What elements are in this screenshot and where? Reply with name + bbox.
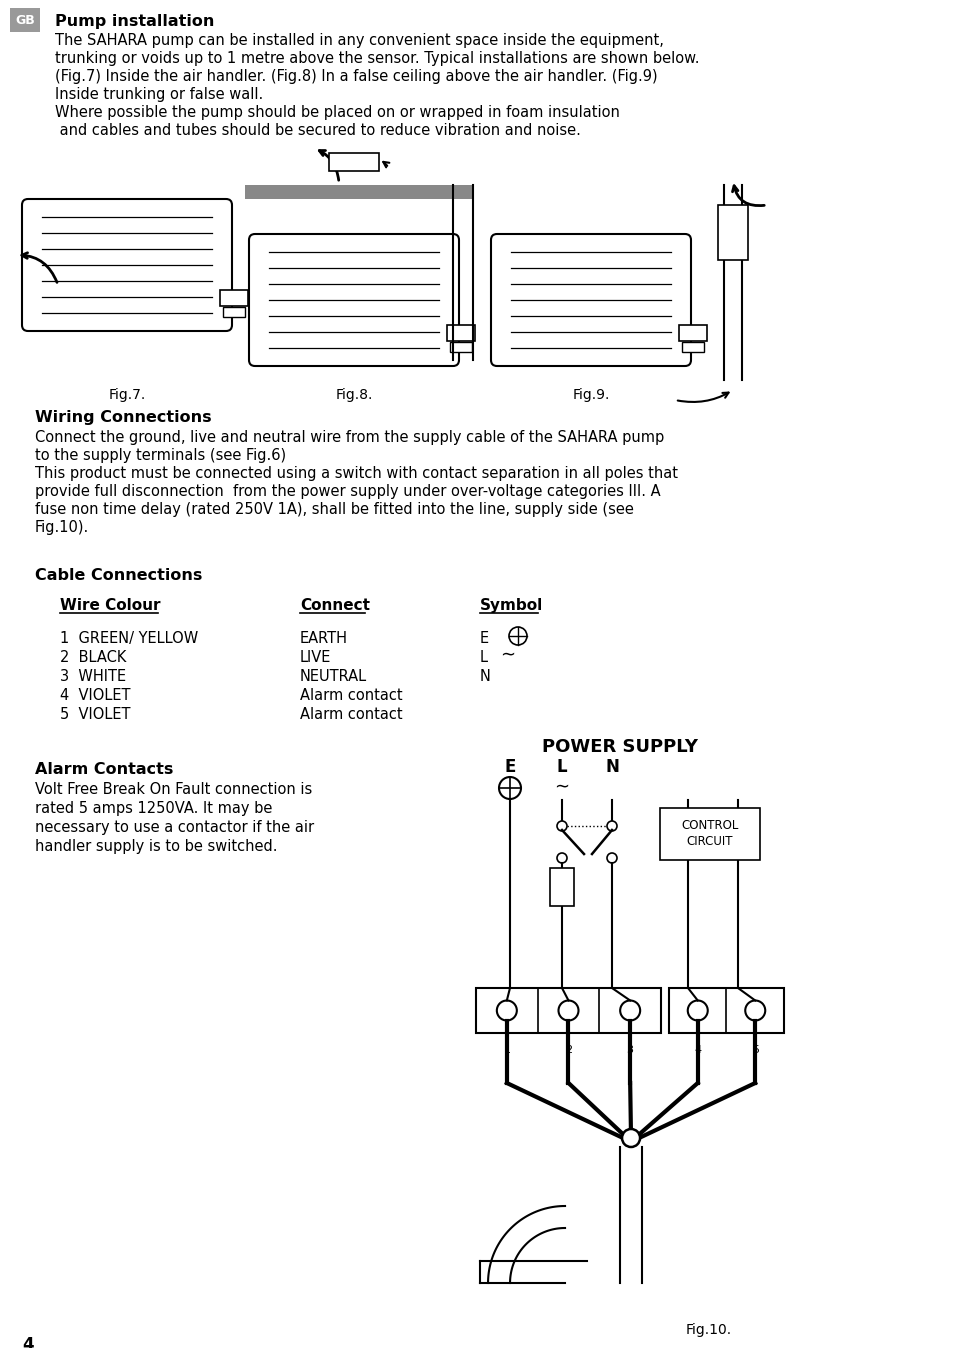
Text: Fig.10.: Fig.10. <box>685 1322 731 1337</box>
Text: Pump installation: Pump installation <box>55 13 214 30</box>
Text: Volt Free Break On Fault connection is: Volt Free Break On Fault connection is <box>35 782 312 797</box>
Text: E: E <box>504 758 516 776</box>
Text: GB: GB <box>15 13 35 27</box>
Text: 4: 4 <box>22 1336 33 1348</box>
Text: provide full disconnection  from the power supply under over-voltage categories : provide full disconnection from the powe… <box>35 484 659 499</box>
Text: EARTH: EARTH <box>299 631 348 646</box>
Text: 5: 5 <box>751 1045 758 1055</box>
Text: Alarm Contacts: Alarm Contacts <box>35 762 173 776</box>
Text: N: N <box>604 758 618 776</box>
Bar <box>329 154 378 171</box>
Text: LIVE: LIVE <box>299 650 331 665</box>
Bar <box>245 185 453 200</box>
Text: Alarm contact: Alarm contact <box>299 706 402 723</box>
Bar <box>220 290 248 306</box>
Text: to the supply terminals (see Fig.6): to the supply terminals (see Fig.6) <box>35 448 286 462</box>
Text: This product must be connected using a switch with contact separation in all pol: This product must be connected using a s… <box>35 466 678 481</box>
Bar <box>668 988 783 1033</box>
Bar <box>223 307 245 317</box>
Text: Fig.9.: Fig.9. <box>572 388 609 402</box>
Text: 3: 3 <box>626 1045 633 1055</box>
Text: rated 5 amps 1250VA. It may be: rated 5 amps 1250VA. It may be <box>35 801 273 816</box>
Bar <box>450 342 472 352</box>
Text: Fig.10).: Fig.10). <box>35 520 90 535</box>
Text: and cables and tubes should be secured to reduce vibration and noise.: and cables and tubes should be secured t… <box>55 123 580 137</box>
FancyBboxPatch shape <box>249 235 458 367</box>
Text: L: L <box>479 650 488 665</box>
Text: 4  VIOLET: 4 VIOLET <box>60 687 131 704</box>
Text: 2: 2 <box>564 1045 572 1055</box>
Text: Connect the ground, live and neutral wire from the supply cable of the SAHARA pu: Connect the ground, live and neutral wir… <box>35 430 663 445</box>
Text: handler supply is to be switched.: handler supply is to be switched. <box>35 838 277 855</box>
Text: necessary to use a contactor if the air: necessary to use a contactor if the air <box>35 820 314 834</box>
FancyBboxPatch shape <box>491 235 690 367</box>
Bar <box>681 342 703 352</box>
Text: fuse non time delay (rated 250V 1A), shall be fitted into the line, supply side : fuse non time delay (rated 250V 1A), sha… <box>35 501 633 518</box>
Bar <box>550 868 574 906</box>
Bar <box>476 988 660 1033</box>
Text: CONTROL
CIRCUIT: CONTROL CIRCUIT <box>680 820 738 848</box>
Bar <box>679 325 706 341</box>
Bar <box>447 325 475 341</box>
Text: ∼: ∼ <box>554 778 569 797</box>
Text: 1  GREEN/ YELLOW: 1 GREEN/ YELLOW <box>60 631 198 646</box>
Bar <box>10 8 40 32</box>
Circle shape <box>621 1130 639 1147</box>
Text: Symbol: Symbol <box>479 599 542 613</box>
Text: 2  BLACK: 2 BLACK <box>60 650 126 665</box>
Text: Alarm contact: Alarm contact <box>299 687 402 704</box>
Text: ∼: ∼ <box>499 646 515 665</box>
Text: (Fig.7) Inside the air handler. (Fig.8) In a false ceiling above the air handler: (Fig.7) Inside the air handler. (Fig.8) … <box>55 69 657 84</box>
Text: trunking or voids up to 1 metre above the sensor. Typical installations are show: trunking or voids up to 1 metre above th… <box>55 51 699 66</box>
Text: Cable Connections: Cable Connections <box>35 568 202 582</box>
Text: NEUTRAL: NEUTRAL <box>299 669 367 683</box>
FancyBboxPatch shape <box>22 200 232 332</box>
Text: Wiring Connections: Wiring Connections <box>35 410 212 425</box>
Text: 3  WHITE: 3 WHITE <box>60 669 126 683</box>
Text: 4: 4 <box>694 1045 700 1055</box>
Text: N: N <box>479 669 491 683</box>
Text: Where possible the pump should be placed on or wrapped in foam insulation: Where possible the pump should be placed… <box>55 105 619 120</box>
Text: Wire Colour: Wire Colour <box>60 599 160 613</box>
Text: L: L <box>557 758 567 776</box>
Text: 1A
FUSE: 1A FUSE <box>549 876 574 898</box>
Text: POWER SUPPLY: POWER SUPPLY <box>541 737 698 756</box>
Bar <box>453 185 473 200</box>
Bar <box>659 807 760 860</box>
Text: 5  VIOLET: 5 VIOLET <box>60 706 131 723</box>
Bar <box>718 205 747 260</box>
Text: E: E <box>479 631 489 646</box>
Text: Fig.7.: Fig.7. <box>109 388 146 402</box>
Text: Fig.8.: Fig.8. <box>335 388 373 402</box>
Text: The SAHARA pump can be installed in any convenient space inside the equipment,: The SAHARA pump can be installed in any … <box>55 32 663 49</box>
Text: Connect: Connect <box>299 599 370 613</box>
Text: Inside trunking or false wall.: Inside trunking or false wall. <box>55 88 263 102</box>
Text: 1: 1 <box>503 1045 510 1055</box>
